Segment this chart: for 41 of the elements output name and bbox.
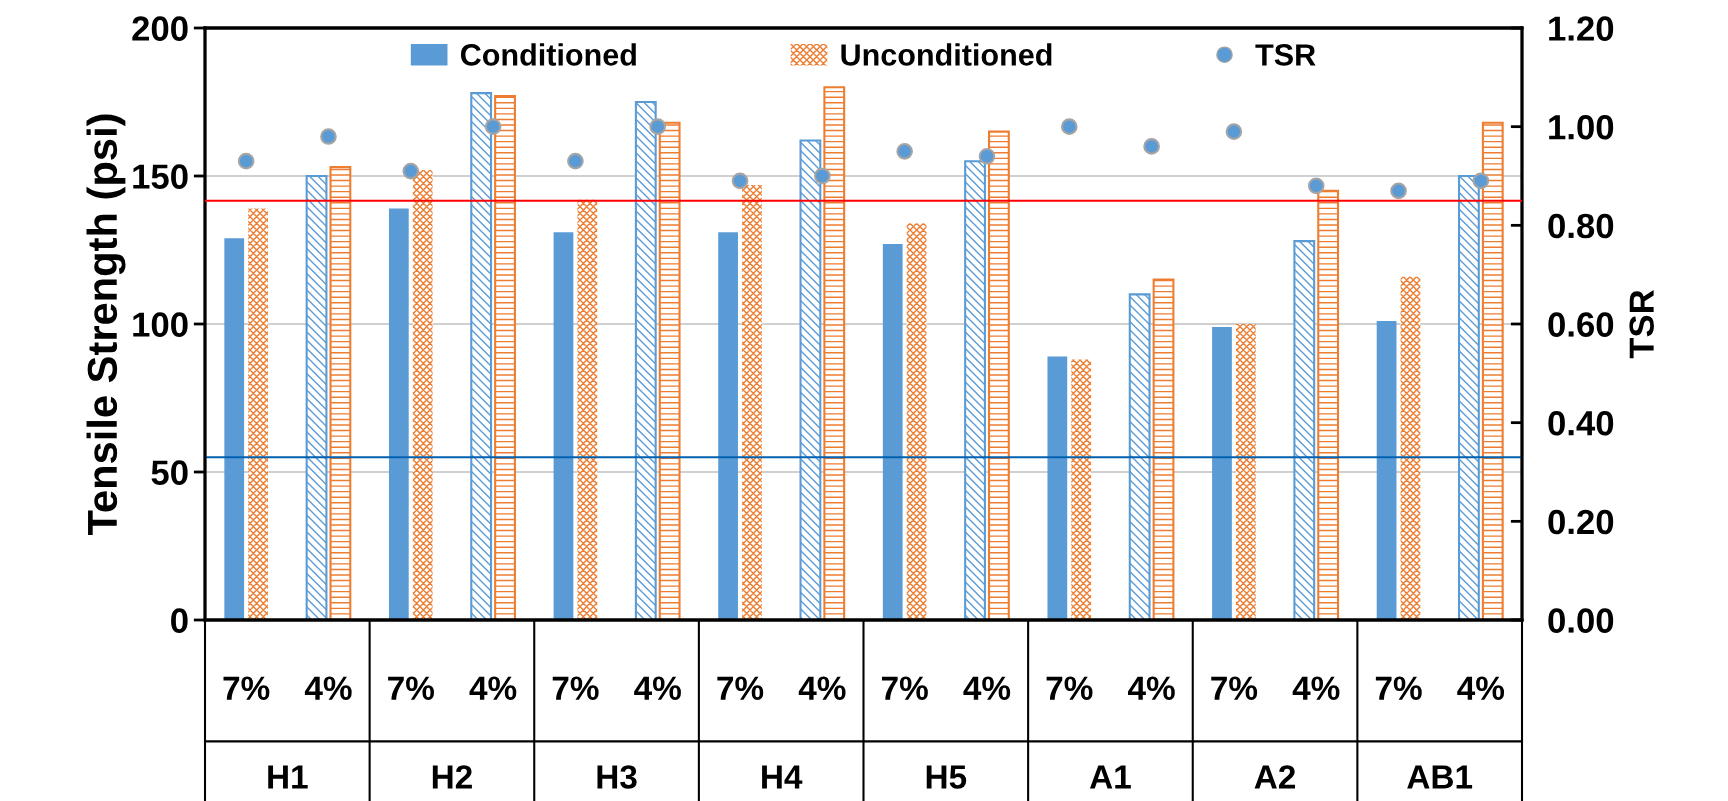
x-tick-label: 4% [963,676,1011,700]
y2-tick-label: 0.00 [1548,608,1614,633]
y-tick-label: 0 [171,608,188,633]
y-tick-label: 100 [133,312,188,337]
legend-label: Unconditioned [841,43,1052,66]
x-tick-label: 4% [1128,676,1175,700]
x-tick-label: 4% [1292,676,1340,700]
y2-tick-label: 0.20 [1548,509,1614,535]
text: H3 [597,765,637,789]
x-tick-label: 4% [798,676,846,700]
text: A2 [1254,765,1296,789]
y-tick-label: 150 [133,164,188,189]
x-tick-label: 7% [882,676,928,700]
text: H1 [268,765,308,789]
x-tick-label: 7% [1046,676,1093,700]
x-tick-label: 4% [304,676,352,700]
x-tick-label: 7% [1211,676,1258,700]
x-tick-label: 7% [388,676,434,700]
x-tick-label: 4% [634,676,681,700]
text: AB1 [1407,765,1473,789]
y2-axis-title: TSR [1629,289,1654,359]
legend-label: Conditioned [460,43,636,66]
x-tick-label: 7% [552,676,599,700]
x-tick-label: 4% [469,676,517,700]
text: H5 [926,765,967,789]
y2-tick-label: 0.40 [1548,411,1614,436]
x-tick-label: 7% [717,676,764,700]
y-axis-title: Tensile Strength (psi) [86,114,126,535]
y-tick-label: 50 [151,460,188,485]
y2-tick-label: 1.00 [1549,115,1614,140]
text: A1 [1089,765,1131,789]
y-tick-label: 200 [132,16,188,41]
text: H2 [432,765,472,789]
x-tick-label: 7% [1375,676,1422,700]
y2-tick-label: 0.80 [1548,213,1614,239]
x-tick-label: 4% [1457,676,1505,700]
x-tick-label: 7% [223,676,270,700]
legend-label: TSR [1255,44,1316,66]
text: H4 [762,765,803,789]
y2-tick-label: 1.20 [1549,16,1614,41]
y2-tick-label: 0.60 [1548,312,1614,337]
